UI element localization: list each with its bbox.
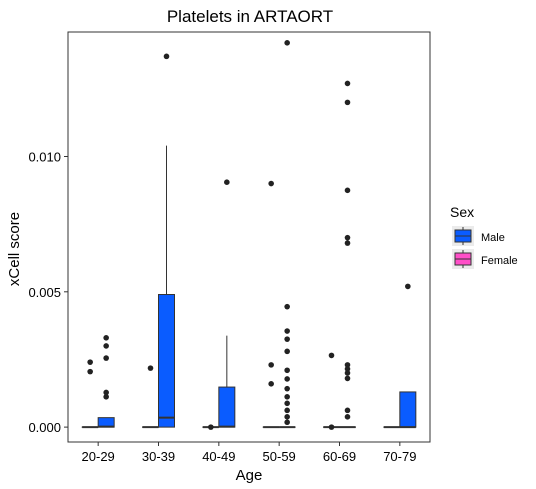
- x-tick-label: 70-79: [383, 449, 416, 464]
- box-50-59-male: [278, 40, 296, 429]
- outlier-point: [344, 366, 351, 372]
- outlier-point: [284, 394, 290, 400]
- x-tick-label: 60-69: [323, 449, 356, 464]
- outlier-point: [284, 419, 290, 426]
- outlier-point: [268, 381, 274, 387]
- outlier-point: [87, 368, 93, 375]
- legend-label-female: Female: [481, 255, 518, 267]
- y-tick-label: 0.000: [28, 420, 61, 435]
- plot-panel: [67, 31, 431, 443]
- legend-label-male: Male: [481, 232, 505, 244]
- outlier-point: [103, 343, 109, 349]
- x-tick-label: 20-29: [82, 449, 115, 464]
- x-axis-label: Age: [236, 467, 263, 484]
- y-tick-label: 0.010: [28, 149, 61, 164]
- chart-title: Platelets in ARTAORT: [167, 7, 333, 26]
- outlier-point: [405, 283, 411, 290]
- outlier-point: [208, 424, 214, 430]
- outlier-point: [103, 335, 109, 341]
- outlier-point: [344, 414, 351, 420]
- box-20-29-male: [97, 335, 115, 428]
- box-60-69-male: [339, 80, 356, 429]
- box-rect: [399, 391, 417, 428]
- outlier-point: [344, 375, 351, 382]
- y-axis-label: xCell score: [6, 212, 23, 286]
- outlier-point: [163, 53, 170, 60]
- x-tick-label: 40-49: [202, 449, 235, 464]
- outlier-point: [328, 352, 335, 359]
- box-70-79-male: [399, 283, 417, 429]
- outlier-point: [284, 328, 290, 334]
- outlier-point: [103, 394, 109, 400]
- outlier-point: [284, 336, 290, 342]
- outlier-point: [284, 40, 290, 46]
- outlier-point: [344, 187, 351, 194]
- outlier-point: [284, 376, 290, 382]
- outlier-point: [147, 365, 154, 371]
- legend-title: Sex: [450, 204, 474, 220]
- box-50-59-female: [262, 180, 280, 429]
- box-60-69-female: [323, 352, 340, 430]
- outlier-point: [103, 389, 109, 396]
- outlier-point: [344, 407, 351, 414]
- y-tick-label: 0.005: [28, 285, 61, 300]
- outlier-point: [284, 400, 290, 407]
- box-rect: [218, 386, 236, 428]
- outlier-point: [344, 234, 351, 241]
- outlier-point: [87, 359, 93, 365]
- outlier-point: [328, 424, 335, 430]
- x-axis: 20-29 30-39 40-49 50-59 60-69 70-79: [82, 442, 416, 464]
- legend: Sex Male Female: [450, 204, 518, 269]
- x-tick-label: 30-39: [142, 449, 175, 464]
- outlier-point: [344, 240, 351, 246]
- outlier-point: [284, 414, 290, 420]
- outlier-point: [344, 370, 351, 376]
- outlier-point: [284, 407, 290, 414]
- outlier-point: [284, 385, 290, 392]
- boxplot-series: [81, 40, 417, 430]
- legend-item-male: Male: [452, 226, 505, 246]
- outlier-point: [344, 362, 351, 368]
- outlier-point: [344, 99, 351, 106]
- outlier-point: [284, 367, 290, 374]
- outlier-point: [284, 348, 290, 355]
- outlier-point: [224, 179, 230, 185]
- legend-item-female: Female: [452, 249, 518, 269]
- y-axis: 0.000 0.005 0.010: [28, 149, 68, 435]
- box-40-49-male: [218, 179, 236, 428]
- outlier-point: [268, 362, 274, 368]
- box-rect: [158, 294, 175, 428]
- x-tick-label: 50-59: [263, 449, 296, 464]
- outlier-point: [268, 180, 274, 187]
- outlier-point: [284, 303, 290, 310]
- box-30-39-male: [158, 53, 175, 428]
- outlier-point: [103, 355, 109, 361]
- outlier-point: [344, 80, 351, 87]
